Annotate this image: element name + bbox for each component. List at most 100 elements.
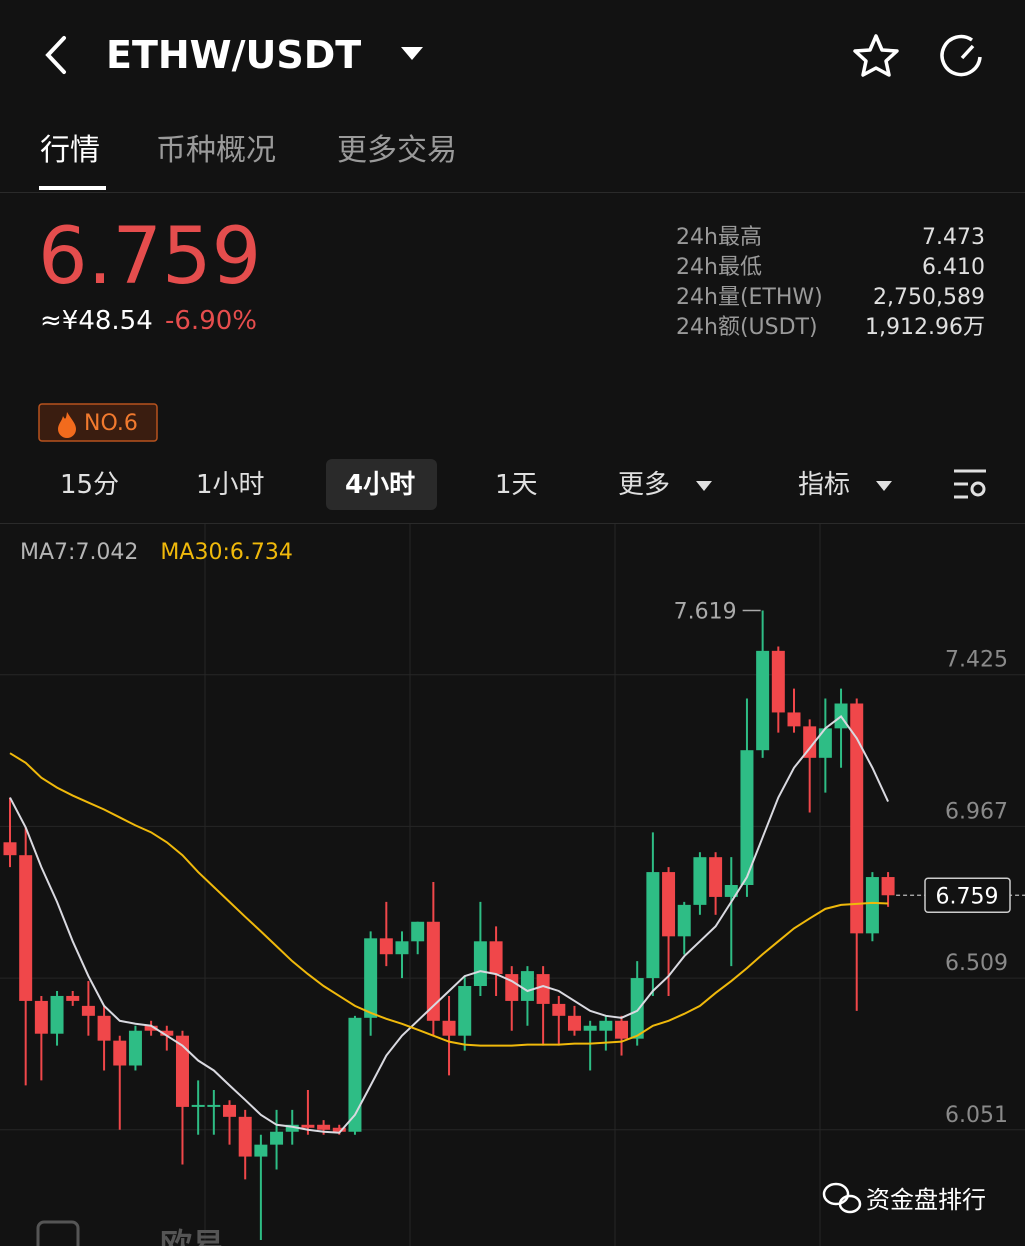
tab-underline — [39, 186, 106, 190]
indicator-menu[interactable]: 指标 — [798, 470, 850, 500]
more-menu[interactable]: 更多 — [618, 470, 670, 500]
candle-body — [536, 974, 550, 1004]
pair-title[interactable]: ETHW/USDT — [106, 33, 361, 77]
candle-body — [520, 971, 534, 1001]
candle-body — [709, 857, 723, 897]
candle-body — [787, 712, 801, 727]
candle-body — [599, 1020, 613, 1031]
candle-body — [191, 1104, 205, 1107]
candle-body — [505, 974, 519, 1001]
candle-body — [81, 1005, 95, 1016]
watermark: 资金盘排行 — [866, 1186, 986, 1214]
candle-body — [3, 842, 17, 856]
stats: 24h最高 7.473 24h最低 6.410 24h量(ETHW) 2,750,589 2… — [676, 225, 985, 340]
candle-body — [442, 1020, 456, 1036]
candle-body — [630, 978, 644, 1039]
ma-line — [9, 752, 889, 1047]
candle-body — [301, 1124, 315, 1128]
logo-icon — [36, 1220, 80, 1246]
stat-label: 24h量(ETHW) — [676, 285, 823, 310]
interval-selected[interactable]: 4小时 — [345, 470, 415, 500]
bottom-logo: 欧易 — [160, 1226, 224, 1246]
candle-body — [66, 995, 80, 1001]
candle-body — [567, 1015, 581, 1031]
tab[interactable]: 币种概况 — [156, 133, 276, 168]
candle-body — [223, 1104, 237, 1117]
legend-entry: MA7:7.042 — [20, 540, 138, 565]
favorite-button[interactable] — [853, 34, 899, 77]
candlestick-chart: 7.425 6.967 6.509 6.051 MA7:7.042 MA30:6.734 7… — [0, 524, 1025, 1246]
tab-active[interactable]: 行情 — [40, 133, 100, 168]
candle-body — [50, 995, 64, 1034]
refresh-button[interactable] — [940, 34, 982, 77]
interval[interactable]: 15分 — [60, 470, 119, 500]
candle-body — [379, 938, 393, 955]
cny-price: ≈¥48.54 — [40, 306, 153, 336]
interval[interactable]: 1小时 — [196, 470, 265, 500]
dropdown-arrow — [696, 481, 712, 491]
candle-body — [489, 941, 503, 975]
candle-body — [646, 872, 660, 979]
candle-body — [395, 941, 409, 955]
y-tick-label: 6.509 — [945, 951, 1008, 976]
candle-body — [97, 1015, 111, 1041]
refresh-icon-hand — [960, 44, 975, 60]
candle-body — [583, 1025, 597, 1031]
fire-icon — [58, 412, 76, 438]
ma-line — [9, 715, 889, 1134]
high-label: 7.619 — [674, 599, 737, 624]
candle-body — [207, 1104, 221, 1107]
candle-body — [411, 921, 425, 942]
back-button[interactable] — [45, 36, 66, 74]
candle-body — [348, 1017, 362, 1132]
candle-body — [128, 1030, 142, 1066]
pair-dropdown[interactable] — [401, 47, 423, 60]
candle-body — [144, 1025, 158, 1031]
stat-value: 2,750,589 — [873, 285, 985, 310]
candle-body — [270, 1131, 284, 1145]
candle-body — [254, 1144, 268, 1157]
legend-entry: MA30:6.734 — [160, 540, 292, 565]
change-percent: -6.90% — [165, 306, 257, 336]
last-price: 6.759 — [38, 212, 261, 302]
last-price-box — [924, 877, 1011, 914]
candle-body — [865, 877, 879, 934]
stat-value: 7.473 — [922, 225, 985, 250]
candle-body — [677, 904, 691, 937]
candle-body — [850, 703, 864, 934]
tab[interactable]: 更多交易 — [337, 133, 457, 168]
candle-body — [175, 1035, 189, 1107]
candle-body — [803, 726, 817, 758]
candle-body — [693, 857, 707, 905]
wechat-icon — [822, 1182, 862, 1214]
candle-body — [458, 986, 472, 1036]
candle-body — [771, 650, 785, 713]
stat-value: 6.410 — [922, 255, 985, 280]
candle-body — [317, 1124, 331, 1130]
candle-body — [34, 1000, 48, 1034]
settings-button[interactable] — [954, 469, 986, 499]
candle-body — [160, 1030, 174, 1036]
candle-body — [19, 855, 33, 1001]
interval[interactable]: 1天 — [495, 470, 538, 500]
candle-body — [662, 872, 676, 937]
candle-body — [881, 877, 895, 896]
candle-body — [740, 750, 754, 885]
divider — [0, 192, 1025, 193]
candle-body — [473, 941, 487, 987]
candle-body — [426, 921, 440, 1021]
candle-body — [552, 1003, 566, 1016]
y-tick-label: 7.425 — [945, 648, 1008, 673]
stat-value: 1,912.96万 — [865, 315, 985, 340]
interval-selected-bg — [326, 459, 437, 510]
last-price-label: 6.759 — [936, 884, 999, 909]
rank-label: NO.6 — [84, 411, 138, 436]
divider — [0, 523, 1025, 524]
candle-body — [285, 1124, 299, 1132]
stat-label: 24h最低 — [676, 255, 762, 280]
candle-body — [756, 650, 770, 751]
candle-body — [818, 728, 832, 758]
candle-body — [113, 1040, 127, 1066]
